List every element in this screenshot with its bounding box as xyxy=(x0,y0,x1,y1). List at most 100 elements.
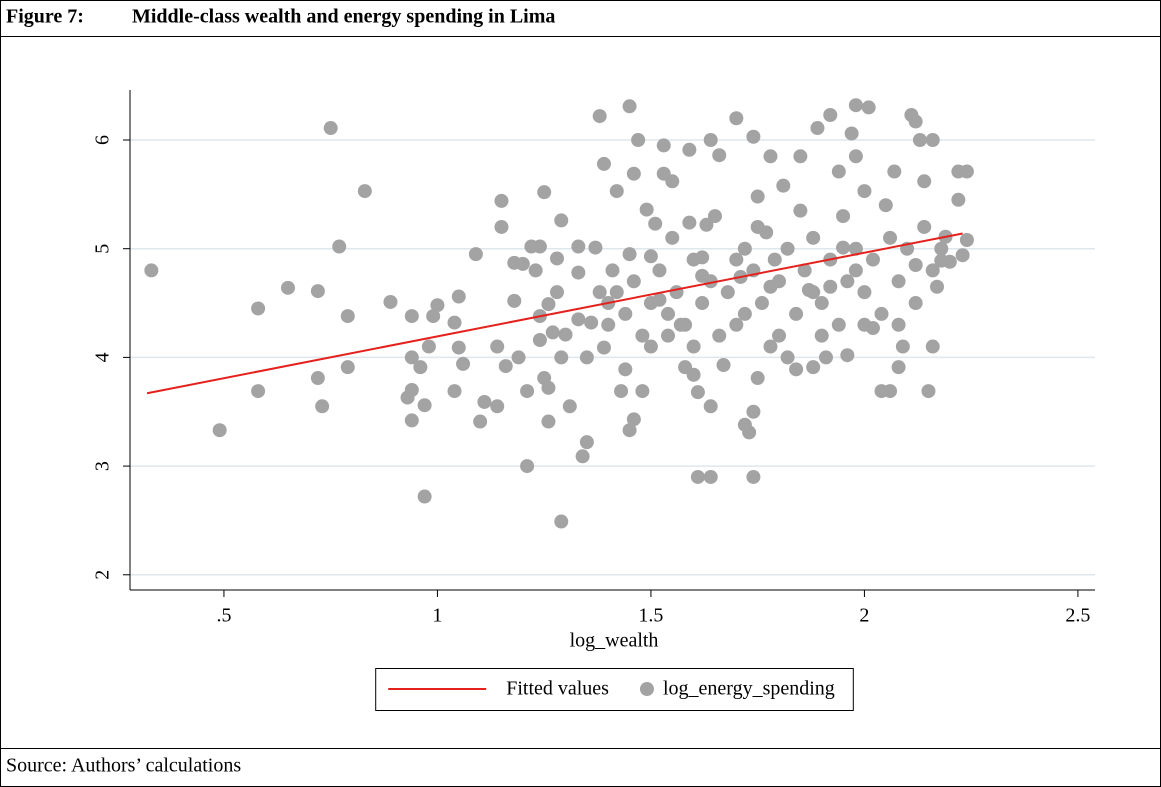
x-tick-label: .5 xyxy=(216,605,231,627)
scatter-point xyxy=(682,142,697,157)
scatter-point xyxy=(857,184,872,199)
scatter-point xyxy=(622,99,637,114)
scatter-point xyxy=(357,184,372,199)
scatter-point xyxy=(917,219,932,234)
scatter-point xyxy=(310,371,325,386)
scatter-point xyxy=(848,263,863,278)
scatter-point xyxy=(750,371,765,386)
scatter-point xyxy=(648,216,663,231)
scatter-point xyxy=(780,350,795,365)
scatter-point xyxy=(426,309,441,324)
scatter-point xyxy=(772,328,787,343)
scatter-point xyxy=(836,209,851,224)
scatter-point xyxy=(643,296,658,311)
legend-marker xyxy=(639,682,654,696)
scatter-point xyxy=(315,399,330,414)
scatter-point xyxy=(451,340,466,355)
scatter-point xyxy=(917,174,932,189)
scatter-point xyxy=(925,339,940,354)
scatter-point xyxy=(908,114,923,129)
scatter-point xyxy=(413,360,428,375)
scatter-point xyxy=(323,121,338,136)
scatter-point xyxy=(490,339,505,354)
scatter-point xyxy=(699,217,714,232)
scatter-point xyxy=(447,315,462,330)
scatter-point xyxy=(404,413,419,428)
scatter-point xyxy=(541,297,556,312)
scatter-point xyxy=(806,360,821,375)
scatter-point xyxy=(729,252,744,267)
scatter-point xyxy=(404,350,419,365)
x-axis-title: log_wealth xyxy=(570,630,659,652)
scatter-point xyxy=(579,350,594,365)
scatter-point xyxy=(848,98,863,113)
scatter-point xyxy=(703,399,718,414)
scatter-point xyxy=(515,256,530,271)
scatter-point xyxy=(430,298,445,313)
scatter-point xyxy=(532,333,547,347)
figure-title: Middle-class wealth and energy spending … xyxy=(132,6,555,28)
scatter-point xyxy=(494,193,509,208)
scatter-point xyxy=(857,285,872,300)
scatter-point xyxy=(251,384,266,399)
scatter-point xyxy=(682,215,697,230)
scatter-point xyxy=(861,100,876,115)
scatter-point xyxy=(635,328,650,343)
scatter-point xyxy=(571,312,586,327)
scatter-point xyxy=(618,362,633,377)
scatter-point xyxy=(891,360,906,375)
scatter-point xyxy=(537,185,552,200)
scatter-point xyxy=(823,279,838,294)
scatter-point xyxy=(451,289,466,304)
scatter-point xyxy=(883,230,898,245)
scatter-point xyxy=(959,164,974,179)
scatter-point xyxy=(712,148,727,163)
scatter-point xyxy=(507,293,522,308)
scatter-point xyxy=(934,241,949,256)
scatter-point xyxy=(579,435,594,450)
scatter-point xyxy=(456,356,471,371)
scatter-point xyxy=(686,252,701,267)
scatter-point xyxy=(703,133,718,147)
scatter-point xyxy=(622,247,637,262)
scatter-point xyxy=(951,192,966,207)
scatter-point xyxy=(571,265,586,280)
scatter-point xyxy=(404,383,419,397)
scatter-point xyxy=(955,248,970,263)
scatter-point xyxy=(806,230,821,245)
scatter-point xyxy=(609,285,624,300)
scatter-point xyxy=(912,133,927,147)
y-tick-label: 6 xyxy=(92,135,114,145)
scatter-point xyxy=(383,294,398,309)
scatter-point xyxy=(280,280,295,295)
scatter-point xyxy=(844,126,859,141)
source-note: Source: Authors’ calculations xyxy=(6,755,241,777)
scatter-point xyxy=(498,359,513,374)
scatter-point xyxy=(716,358,731,372)
scatter-point xyxy=(823,108,838,122)
scatter-point xyxy=(532,239,547,254)
scatter-point xyxy=(720,285,735,300)
scatter-point xyxy=(626,166,641,181)
scatter-point xyxy=(661,306,676,321)
scatter-point xyxy=(665,230,680,245)
scatter-point xyxy=(883,384,898,399)
scatter-point xyxy=(592,285,607,300)
scatter-point xyxy=(575,449,590,464)
scatter-point xyxy=(669,285,684,300)
scatter-point xyxy=(643,339,658,354)
figure-label: Figure 7: xyxy=(6,6,84,28)
scatter-point xyxy=(750,219,765,234)
scatter-point xyxy=(468,247,483,262)
scatter-point xyxy=(626,412,641,427)
scatter-point xyxy=(626,274,641,289)
scatter-point xyxy=(144,263,159,278)
scatter-point xyxy=(605,263,620,278)
scatter-point xyxy=(806,285,821,300)
y-tick-label: 2 xyxy=(92,570,114,580)
scatter-point xyxy=(712,328,727,343)
scatter-point xyxy=(554,213,569,228)
scatter-point xyxy=(404,309,419,324)
scatter-point xyxy=(541,414,556,429)
